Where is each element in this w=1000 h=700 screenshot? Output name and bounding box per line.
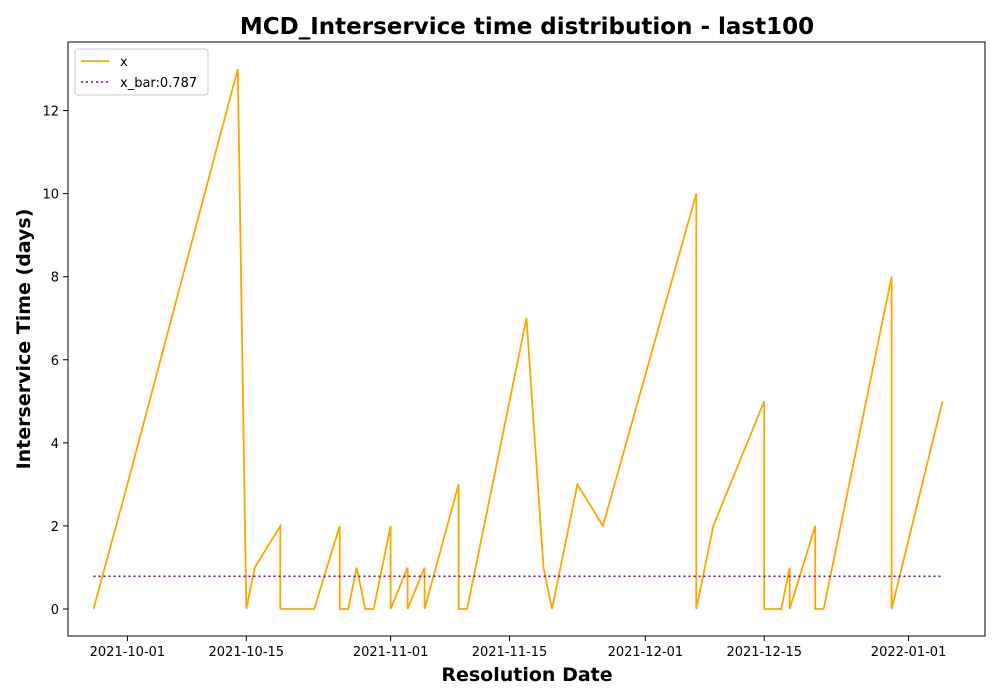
x-axis-ticks: 2021-10-01 2021-10-15 2021-11-01 2021-11-15… — [90, 636, 947, 660]
chart-title: MCD_Interservice time distribution - las… — [240, 14, 814, 40]
x-axis-label: Resolution Date — [441, 664, 612, 686]
series-line-x — [92, 68, 944, 610]
x-tick-label: 2021-12-15 — [726, 645, 802, 660]
plot-frame — [67, 41, 986, 637]
plot-area — [92, 68, 944, 610]
x-tick-label: 2021-12-01 — [608, 645, 684, 660]
legend: x x_bar:0.787 — [74, 48, 209, 96]
y-tick-label: 8 — [51, 271, 59, 286]
y-tick-label: 10 — [42, 188, 59, 203]
y-tick-label: 12 — [42, 105, 59, 120]
x-tick-label: 2021-11-15 — [472, 645, 548, 660]
y-tick-label: 6 — [51, 354, 59, 369]
x-tick-label: 2021-10-15 — [209, 645, 285, 660]
y-tick-label: 2 — [51, 520, 59, 535]
y-tick-label: 4 — [51, 437, 59, 452]
x-tick-label: 2021-11-01 — [353, 645, 429, 660]
y-axis-label: Interservice Time (days) — [13, 209, 35, 470]
y-axis-ticks: 0 2 4 6 8 10 12 — [42, 105, 68, 618]
x-tick-label: 2021-10-01 — [90, 645, 166, 660]
legend-label-x-bar: x_bar:0.787 — [120, 76, 197, 91]
x-tick-label: 2022-01-01 — [871, 645, 947, 660]
y-tick-label: 0 — [51, 603, 59, 618]
legend-label-x: x — [120, 55, 128, 70]
